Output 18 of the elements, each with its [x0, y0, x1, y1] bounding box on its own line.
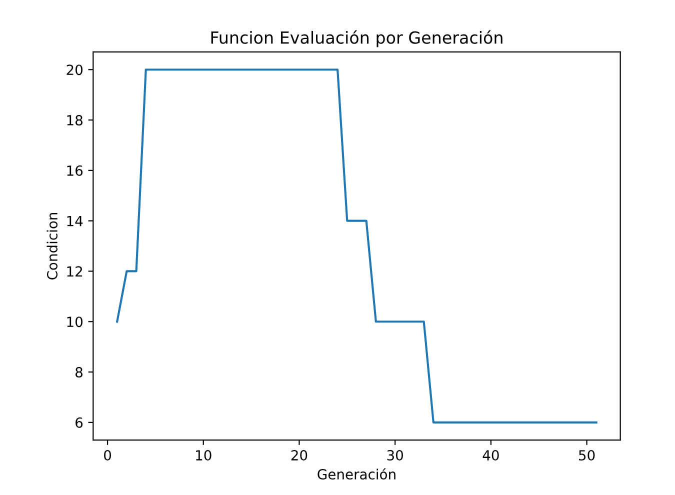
y-tick-label: 14 — [67, 216, 83, 226]
y-axis-title: Condicion — [46, 212, 58, 280]
y-tick-label: 6 — [76, 417, 83, 428]
x-tick-label: 30 — [387, 450, 403, 461]
x-tick-label: 20 — [291, 450, 308, 461]
y-tick-label: 18 — [67, 114, 82, 126]
x-tick-label: 10 — [196, 450, 212, 461]
y-tick-label: 10 — [67, 316, 83, 328]
x-tick-label: 0 — [104, 450, 112, 461]
y-tick-label: 12 — [67, 266, 82, 276]
y-tick-label: 20 — [66, 64, 83, 76]
y-tick-label: 16 — [67, 165, 83, 176]
x-axis-title: Generación — [318, 468, 396, 480]
x-tick-label: 40 — [482, 450, 499, 461]
x-tick-label: 50 — [579, 450, 595, 461]
y-tick-label: 8 — [76, 366, 82, 378]
line-series — [116, 68, 598, 424]
chart-title: Funcion Evaluación por Generación — [211, 30, 502, 48]
